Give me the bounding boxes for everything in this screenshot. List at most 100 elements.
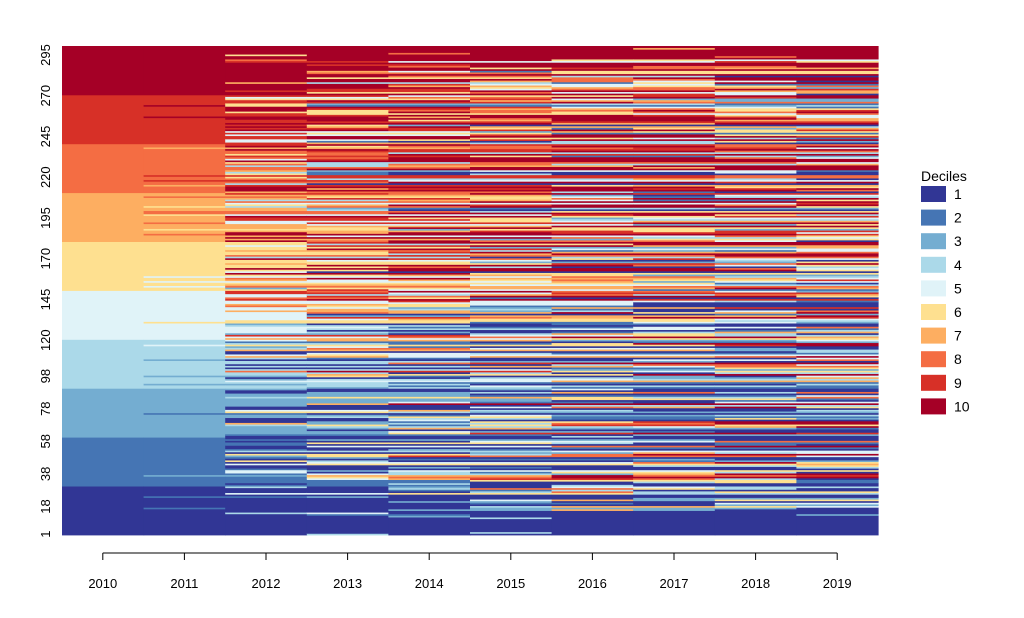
- heatmap-cell: [225, 461, 308, 464]
- heatmap-cell: [306, 132, 389, 135]
- heatmap-cell: [714, 507, 797, 510]
- heatmap-cell: [714, 375, 797, 378]
- heatmap-cell: [714, 490, 797, 494]
- heatmap-cell: [551, 510, 634, 536]
- heatmap-cell: [633, 295, 716, 298]
- heatmap-cell: [306, 174, 389, 179]
- heatmap-cell: [551, 331, 634, 334]
- heatmap-cell: [633, 98, 716, 101]
- heatmap-cell: [388, 147, 471, 150]
- heatmap-cell: [225, 456, 308, 459]
- heatmap-cell: [714, 200, 797, 203]
- heatmap-cell: [306, 486, 389, 494]
- heatmap-cell: [633, 264, 716, 267]
- heatmap-cell: [551, 270, 634, 273]
- heatmap-cell: [551, 463, 634, 466]
- heatmap-cell: [470, 363, 553, 366]
- heatmap-cell: [225, 197, 308, 200]
- heatmap-cell: [470, 334, 553, 337]
- heatmap-cell: [633, 293, 716, 296]
- heatmap-cell: [388, 103, 471, 106]
- heatmap-cell: [796, 463, 879, 466]
- heatmap-cell: [633, 59, 716, 62]
- heatmap-cell: [470, 464, 553, 467]
- heatmap-cell: [796, 138, 879, 141]
- heatmap-cell: [633, 259, 716, 262]
- heatmap-cell: [388, 91, 471, 94]
- heatmap-cell: [796, 179, 879, 182]
- heatmap-cell: [551, 279, 634, 282]
- heatmap-cell: [388, 163, 471, 166]
- heatmap-cell: [796, 124, 879, 127]
- heatmap-cell: [633, 125, 716, 128]
- heatmap-cell: [306, 427, 389, 430]
- heatmap-cell: [551, 416, 634, 420]
- heatmap-cell: [470, 282, 553, 285]
- heatmap-cell: [633, 262, 716, 265]
- heatmap-cell: [225, 241, 308, 246]
- heatmap-cell: [714, 226, 797, 229]
- heatmap-cell: [225, 191, 308, 194]
- heatmap-cell: [306, 76, 389, 79]
- heatmap-cell: [470, 200, 553, 203]
- heatmap-cell: [225, 293, 308, 298]
- heatmap-cell: [633, 445, 716, 448]
- heatmap-cell: [714, 86, 797, 89]
- heatmap-cell: [551, 349, 634, 352]
- heatmap-column-2015: [470, 46, 553, 536]
- heatmap-cell: [714, 209, 797, 212]
- heatmap-cell: [633, 394, 716, 397]
- heatmap-cell: [388, 381, 471, 384]
- heatmap-cell: [633, 344, 716, 347]
- heatmap-cell: [470, 381, 553, 384]
- heatmap-cell: [306, 469, 389, 472]
- heatmap-cell: [714, 169, 797, 174]
- heatmap-cell: [551, 83, 634, 88]
- heatmap-cell: [633, 290, 716, 293]
- heatmap-cell: [470, 365, 553, 368]
- heatmap-cell: [225, 274, 308, 277]
- heatmap-cell: [225, 283, 308, 287]
- heatmap-cell: [633, 140, 716, 145]
- heatmap-cell: [714, 147, 797, 150]
- heatmap-cell: [633, 464, 716, 467]
- heatmap-cell: [551, 209, 634, 212]
- heatmap-cell: [388, 138, 471, 141]
- heatmap-cell: [714, 60, 797, 63]
- heatmap-cell: [714, 275, 797, 278]
- heatmap-cell: [714, 222, 797, 225]
- heatmap-cell: [470, 96, 553, 99]
- heatmap-cell: [633, 267, 716, 272]
- heatmap-cell: [143, 117, 226, 145]
- heatmap-cell: [551, 204, 634, 208]
- heatmap-cell: [551, 253, 634, 256]
- heatmap-cell: [306, 116, 389, 122]
- heatmap-cell: [306, 88, 389, 93]
- heatmap-cell: [225, 195, 308, 198]
- heatmap-cell: [796, 218, 879, 221]
- heatmap-cell: [470, 143, 553, 146]
- heatmap-cell: [714, 251, 797, 254]
- heatmap-cell: [225, 125, 308, 128]
- legend-swatch-9: [921, 374, 946, 391]
- heatmap-cell: [470, 448, 553, 451]
- heatmap-cell: [551, 280, 634, 283]
- heatmap-cell: [796, 275, 879, 278]
- heatmap-cell: [551, 412, 634, 415]
- heatmap-cell: [714, 174, 797, 179]
- heatmap-cell: [551, 380, 634, 383]
- heatmap-cell: [470, 210, 553, 213]
- heatmap-cell: [225, 138, 308, 143]
- heatmap-cell: [306, 270, 389, 273]
- heatmap-cell: [796, 295, 879, 298]
- heatmap-cell: [225, 365, 308, 368]
- legend-label-5: 5: [954, 280, 962, 296]
- heatmap-cell: [796, 236, 879, 239]
- heatmap-cell: [714, 393, 797, 396]
- heatmap-cell: [551, 314, 634, 319]
- heatmap-cell: [470, 244, 553, 247]
- heatmap-cell: [551, 502, 634, 505]
- heatmap-cell: [633, 486, 716, 489]
- legend-swatch-4: [921, 256, 946, 273]
- heatmap-cell: [470, 68, 553, 71]
